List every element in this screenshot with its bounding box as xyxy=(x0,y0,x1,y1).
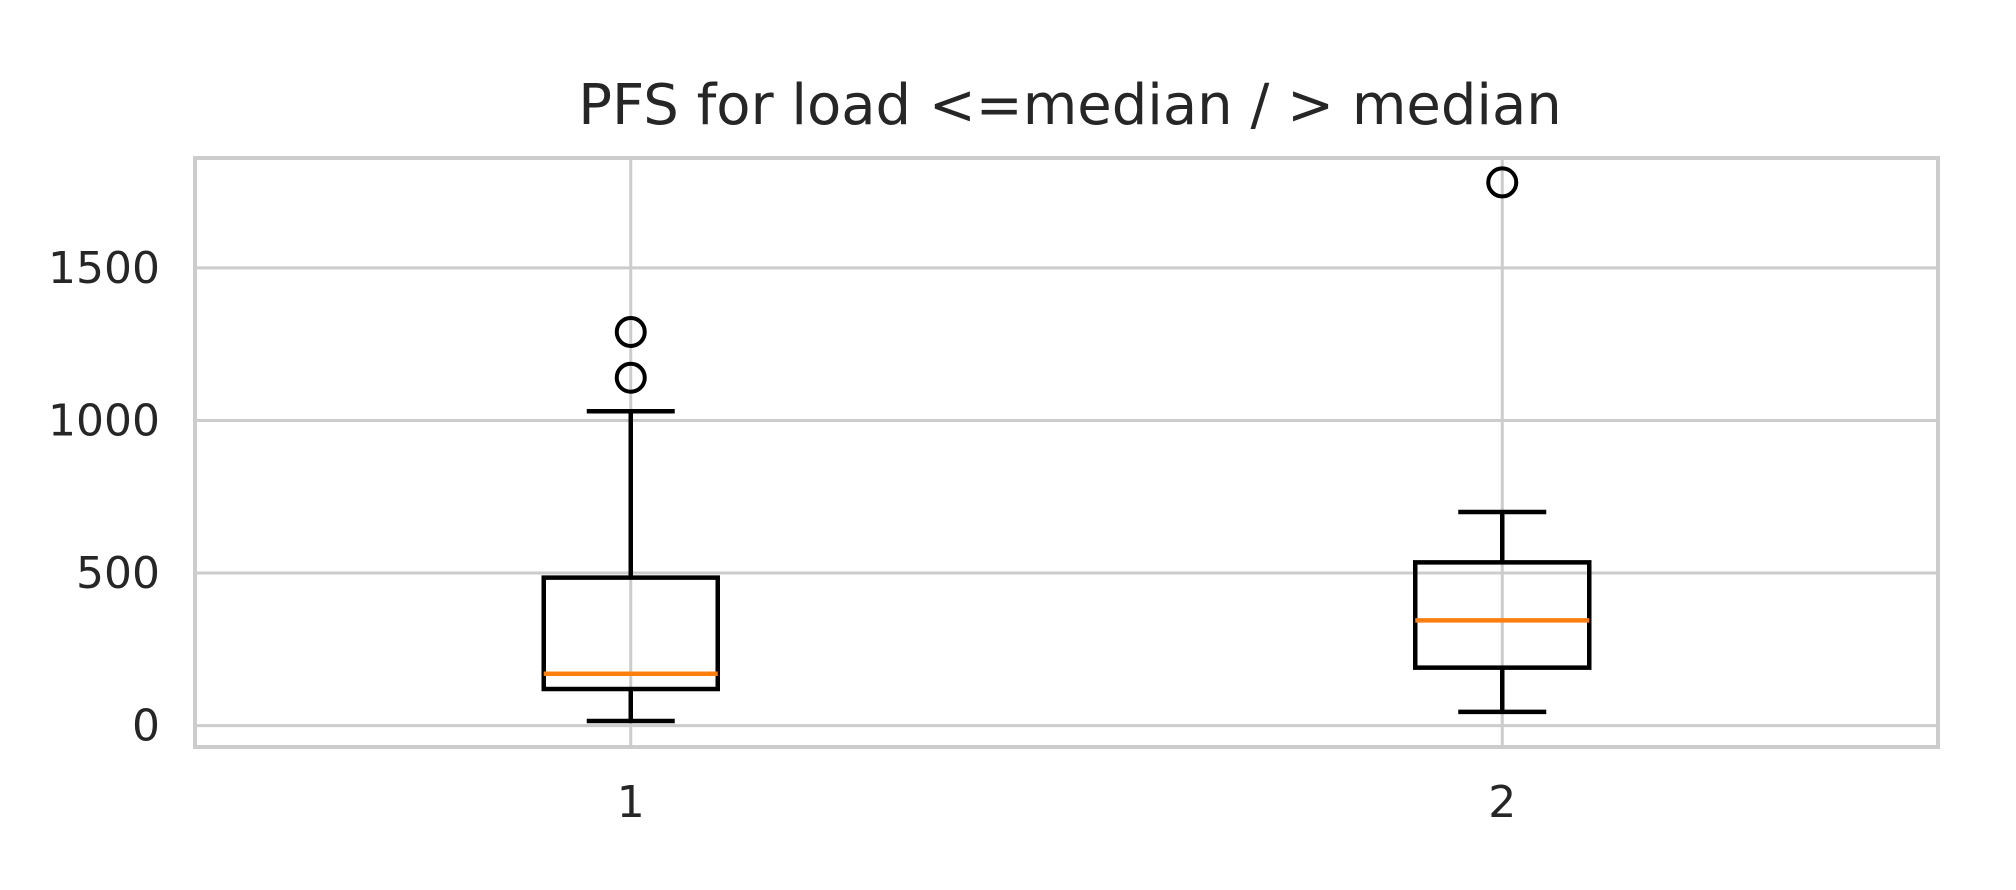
box-2 xyxy=(1413,166,1592,715)
iqr-box xyxy=(1413,560,1592,670)
boxes-layer xyxy=(541,166,1592,724)
plot-frame xyxy=(193,156,1940,749)
x-tick-label: 1 xyxy=(617,777,645,828)
y-tick-label: 500 xyxy=(76,548,160,599)
outlier-point xyxy=(614,315,647,348)
outlier-point xyxy=(1486,166,1519,199)
grid-layer xyxy=(195,158,1938,747)
box-1 xyxy=(541,315,720,724)
y-tick-label: 0 xyxy=(132,701,160,752)
outlier-point xyxy=(614,361,647,394)
chart-title: PFS for load <=median / > median xyxy=(578,73,1562,138)
y-tick-label: 1000 xyxy=(48,395,160,446)
y-axis-ticks: 0 500 1000 1500 xyxy=(48,243,160,752)
x-tick-label: 2 xyxy=(1488,777,1516,828)
iqr-box xyxy=(541,575,720,692)
y-tick-label: 1500 xyxy=(48,243,160,294)
